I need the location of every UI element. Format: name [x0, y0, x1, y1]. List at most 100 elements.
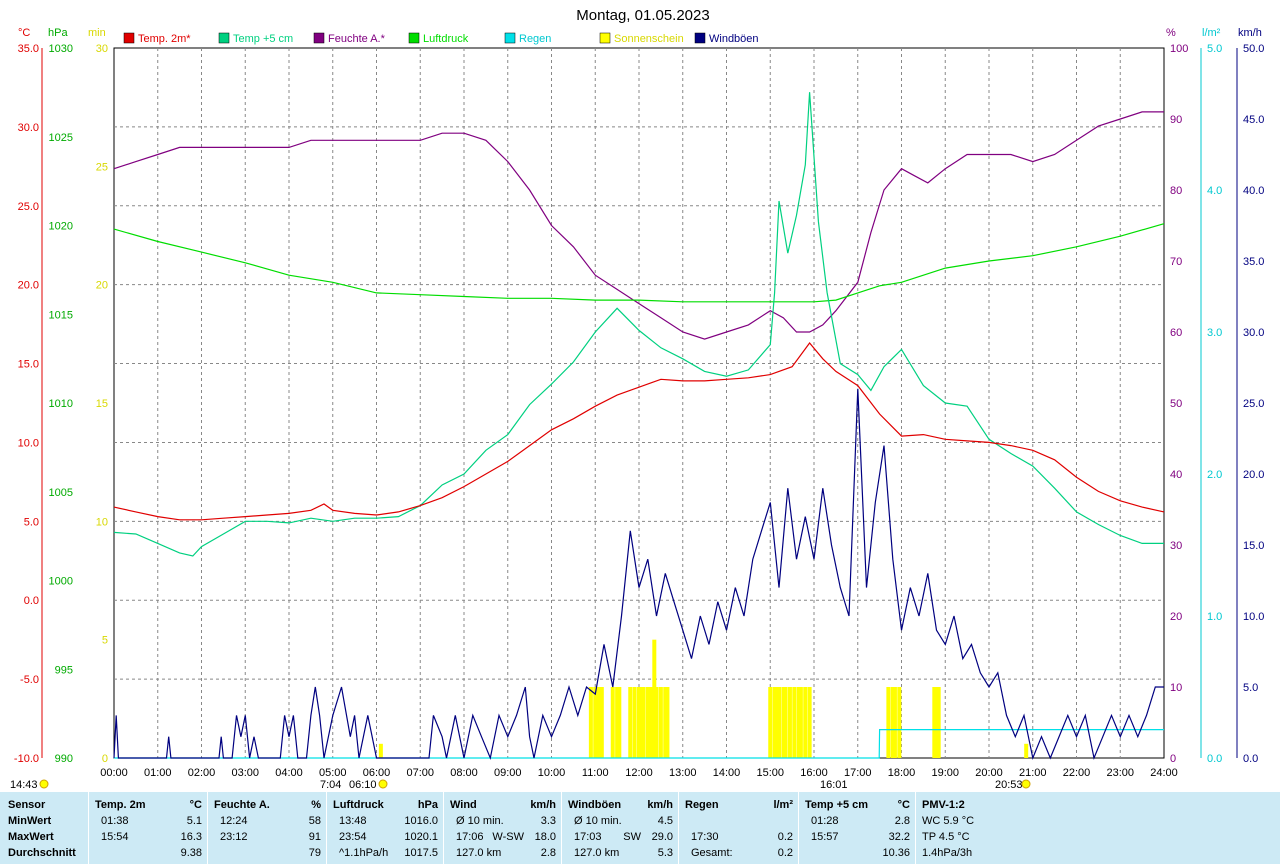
pressure-tick-label: 995 — [55, 664, 73, 676]
pressure-tick-label: 1005 — [49, 487, 73, 499]
summary-col: Luftdruck hPa 13:48 1016.0 23:54 1020.1 ^1.1hP… — [326, 792, 444, 864]
sunshine-bar — [892, 687, 897, 758]
rain-tick-label: 0.0 — [1207, 753, 1222, 765]
sunshine-bar — [798, 687, 803, 758]
avg-extra: 127.0 km — [456, 847, 502, 859]
min-time: 01:28 — [811, 815, 839, 827]
avg-value: 79 — [308, 847, 321, 859]
humidity-tick-label: 40 — [1170, 469, 1182, 481]
avg-value: 2.8 — [540, 847, 556, 859]
humidity-unit: % — [1166, 27, 1176, 39]
summary-col: Regen l/m² 17:30 0.2 Gesamt: 0.2 — [678, 792, 799, 864]
max-value: 0.2 — [777, 831, 793, 843]
pmv-line3: 1.4hPa/3h — [922, 847, 973, 859]
sunshine-bar — [665, 687, 670, 758]
legend-swatch — [408, 32, 420, 44]
x-tick-label: 01:00 — [144, 767, 172, 779]
wind-tick-label: 15.0 — [1243, 540, 1264, 552]
sunshine-bar — [781, 687, 786, 758]
col-header-name: Windböen — [568, 799, 622, 811]
col-header-name: Regen — [685, 799, 719, 811]
sunshine-bar — [597, 687, 602, 758]
min-value: 4.5 — [657, 815, 673, 827]
legend-label: Luftdruck — [423, 33, 469, 45]
sunshine-bar — [787, 687, 792, 758]
x-tick-label: 15:00 — [756, 767, 784, 779]
wind-tick-label: 45.0 — [1243, 114, 1264, 126]
x-tick-label: 04:00 — [275, 767, 303, 779]
legend-swatch — [218, 32, 230, 44]
max-value: 16.3 — [180, 831, 202, 843]
max-time: 17:06 — [456, 831, 484, 843]
wind-tick-label: 25.0 — [1243, 398, 1264, 410]
sunshine-bar — [803, 687, 808, 758]
pressure-tick-label: 1000 — [49, 576, 73, 588]
col-header-name: Feuchte A. — [214, 799, 270, 811]
axes: 35.0 30.0 25.0 20.0 15.0 10.0 5.0 0.0 -5.0 -10.0 1… — [14, 27, 1265, 779]
max-value: 18.0 — [534, 831, 556, 843]
temp-tick-label: 10.0 — [18, 437, 39, 449]
sunshine-bar — [932, 687, 937, 758]
max-time: 15:57 — [811, 831, 839, 843]
humidity-tick-label: 60 — [1170, 327, 1182, 339]
legend-label: Temp +5 cm — [233, 33, 293, 45]
sunshine-bar — [796, 687, 801, 758]
sunshine-bar — [772, 687, 777, 758]
sun-icon — [378, 779, 388, 789]
x-tick-label: 23:00 — [1106, 767, 1134, 779]
legend-swatch — [504, 32, 516, 44]
max-time: 23:12 — [220, 831, 248, 843]
weather-chart: Montag, 01.05.2023 35.0 30.0 25.0 20.0 15.0 1… — [10, 7, 1265, 791]
series-line — [114, 729, 1164, 759]
pmv-line2: TP 4.5 °C — [922, 831, 970, 843]
sunset-icon — [1021, 779, 1031, 789]
sun-tick-label: 15 — [96, 398, 108, 410]
max-direction: W-SW — [492, 831, 524, 843]
sunshine-bar — [783, 687, 788, 758]
min-value: 1016.0 — [404, 815, 438, 827]
sunrise-label: 06:10 — [349, 779, 377, 791]
sunshine-bar — [663, 687, 668, 758]
avg-value: 5.3 — [657, 847, 673, 859]
summary-col: Temp. 2m °C 01:38 5.1 15:54 16.3 9.38 — [88, 792, 208, 864]
temp-tick-label: 35.0 — [18, 43, 39, 55]
sunshine-bar — [645, 687, 650, 758]
legend-label: Windböen — [709, 33, 759, 45]
x-tick-label: 05:00 — [319, 767, 347, 779]
sunshine-bar — [652, 639, 657, 758]
series-line — [113, 111, 1164, 340]
min-time: 12:24 — [220, 815, 248, 827]
pmv-title: PMV-1:2 — [922, 799, 965, 811]
sun-tick-label: 5 — [102, 635, 108, 647]
x-tick-label: 18:00 — [888, 767, 916, 779]
temp-tick-label: -5.0 — [20, 674, 39, 686]
x-tick-label: 16:00 — [800, 767, 828, 779]
col-header-unit: % — [311, 799, 321, 811]
summary-col: Feuchte A.% 12:24 58 23:12 91 79 — [207, 792, 327, 864]
wind-tick-label: 50.0 — [1243, 43, 1264, 55]
humidity-tick-label: 0 — [1170, 753, 1176, 765]
max-value: 32.2 — [888, 831, 910, 843]
row-label-avg: Durchschnitt — [8, 847, 76, 859]
x-tick-label: 21:00 — [1019, 767, 1047, 779]
sun-tick-label: 0 — [102, 753, 108, 765]
humidity-tick-label: 70 — [1170, 256, 1182, 268]
wind-tick-label: 0.0 — [1243, 753, 1258, 765]
temp-tick-label: 30.0 — [18, 122, 39, 134]
wind-unit: km/h — [1238, 27, 1262, 39]
summary-col: Windböen km/h Ø 10 min. 4.5 17:03 SW 29.0 127.0… — [561, 792, 679, 864]
humidity-tick-label: 50 — [1170, 398, 1182, 410]
sunshine-bar — [658, 687, 663, 758]
sunshine-bar — [1024, 743, 1029, 758]
sunshine-bar — [654, 687, 659, 758]
sunshine-bar — [647, 687, 652, 758]
humidity-tick-label: 30 — [1170, 540, 1182, 552]
wind-tick-label: 35.0 — [1243, 256, 1264, 268]
row-label-sensor: Sensor — [8, 799, 46, 811]
series-lines — [113, 92, 1165, 761]
summary-col: Temp +5 cm °C 01:28 2.8 15:57 32.2 10.36 — [798, 792, 916, 864]
temp-unit: °C — [18, 27, 30, 39]
col-header-name: Luftdruck — [333, 799, 384, 811]
sunshine-bar — [637, 687, 641, 758]
